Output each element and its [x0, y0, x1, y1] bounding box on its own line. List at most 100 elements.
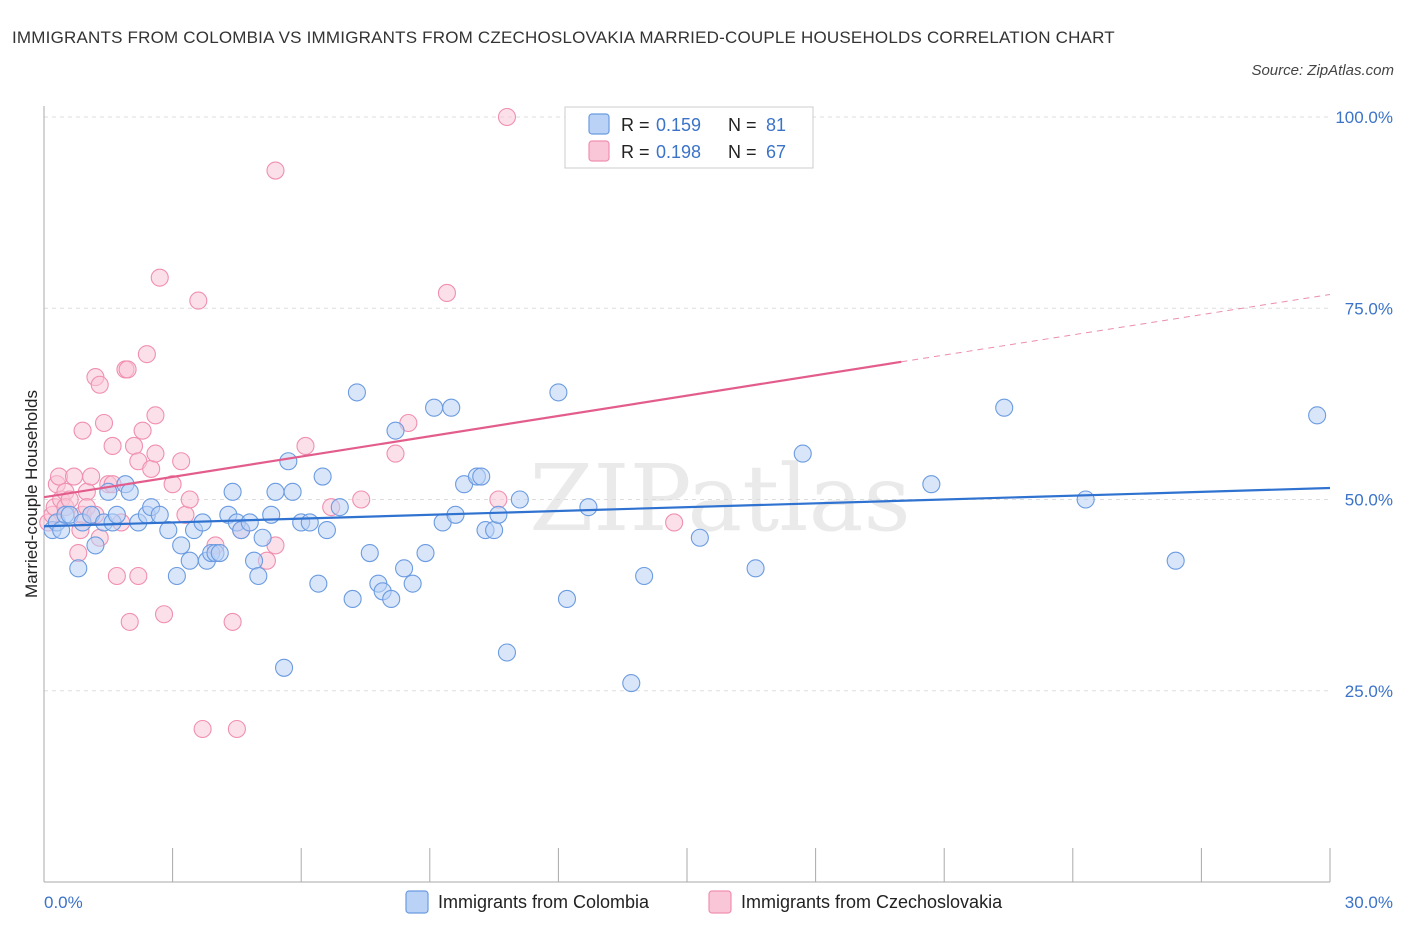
- legend-n-value-colombia: 81: [766, 115, 786, 135]
- colombia-point: [180, 551, 199, 570]
- colombia-point: [120, 482, 139, 501]
- colombia-point: [275, 658, 294, 677]
- colombia-point: [86, 536, 105, 555]
- colombia-point: [1308, 406, 1327, 425]
- czechoslovakia-point: [103, 436, 122, 456]
- colombia-point: [52, 521, 71, 540]
- y-tick-label: 50.0%: [1345, 491, 1393, 510]
- czechoslovakia-point: [146, 406, 165, 425]
- czechoslovakia-point: [296, 436, 315, 456]
- czechoslovakia-point: [150, 268, 169, 287]
- czechoslovakia-point: [94, 413, 114, 433]
- colombia-point: [360, 543, 379, 563]
- colombia-point: [425, 398, 444, 417]
- series-legend-swatch-czechoslovakia: [708, 890, 732, 914]
- colombia-point: [485, 521, 504, 540]
- legend-n-value-czechoslovakia: 67: [766, 142, 786, 162]
- czechoslovakia-point: [129, 566, 148, 586]
- czechoslovakia-points: [39, 107, 684, 739]
- legend-n-label-czechoslovakia: N =: [728, 142, 757, 162]
- colombia-point: [300, 513, 319, 532]
- colombia-point: [635, 566, 654, 586]
- colombia-point: [510, 490, 529, 509]
- trend-line-czechoslovakia-extension: [901, 293, 1331, 363]
- colombia-point: [489, 505, 508, 524]
- czechoslovakia-point: [137, 345, 156, 364]
- colombia-point: [472, 467, 491, 486]
- colombia-point: [416, 543, 435, 563]
- colombia-point: [210, 543, 229, 563]
- czechoslovakia-point: [146, 444, 165, 463]
- legend-n-label-colombia: N =: [728, 115, 757, 135]
- czechoslovakia-point: [69, 543, 88, 563]
- watermark: ZIPatlas: [529, 445, 910, 552]
- colombia-point: [347, 383, 366, 402]
- czechoslovakia-point: [154, 605, 174, 624]
- czechoslovakia-point: [193, 719, 212, 739]
- colombia-point: [386, 421, 405, 440]
- colombia-point: [240, 513, 259, 532]
- colombia-point: [793, 444, 812, 463]
- czechoslovakia-point: [497, 107, 517, 127]
- colombia-point: [403, 574, 422, 593]
- czechoslovakia-point: [49, 467, 69, 486]
- colombia-point: [150, 505, 169, 524]
- czechoslovakia-point: [172, 452, 191, 471]
- colombia-point: [253, 528, 272, 547]
- czechoslovakia-point: [665, 513, 684, 532]
- colombia-point: [279, 452, 298, 471]
- colombia-point: [995, 398, 1014, 417]
- colombia-point: [746, 559, 765, 578]
- czechoslovakia-point: [437, 283, 456, 303]
- czechoslovakia-point: [189, 291, 208, 310]
- czechoslovakia-point: [73, 421, 92, 440]
- colombia-point: [343, 589, 362, 609]
- colombia-point: [167, 566, 186, 586]
- legend-swatch-colombia: [588, 113, 610, 135]
- colombia-point: [266, 482, 285, 501]
- y-tick-labels: 100.0% 75.0% 50.0% 25.0%: [1335, 108, 1393, 701]
- y-tick-label: 75.0%: [1345, 299, 1393, 318]
- x-ticks: [43, 848, 1331, 882]
- colombia-point: [1166, 551, 1185, 570]
- czechoslovakia-point: [90, 375, 109, 394]
- colombia-point: [557, 589, 577, 609]
- czechoslovakia-point: [120, 612, 139, 631]
- legend-swatch-czechoslovakia: [588, 140, 610, 162]
- colombia-point: [172, 536, 191, 555]
- trend-lines: [43, 293, 1331, 528]
- trend-line-colombia: [43, 486, 1331, 528]
- czechoslovakia-point: [133, 421, 152, 440]
- colombia-point: [330, 498, 349, 517]
- colombia-point: [317, 521, 336, 540]
- czechoslovakia-point: [176, 505, 195, 524]
- czechoslovakia-point: [223, 612, 242, 631]
- colombia-point: [622, 674, 641, 693]
- x-tick-label-max: 30.0%: [1345, 893, 1393, 912]
- colombia-point: [69, 559, 88, 578]
- y-tick-label: 25.0%: [1345, 682, 1393, 701]
- gridlines: [44, 116, 1330, 692]
- czechoslovakia-point: [118, 360, 137, 379]
- series-legend-label-colombia: Immigrants from Colombia: [438, 892, 650, 912]
- y-axis-label: Married-couple Households: [22, 390, 41, 598]
- colombia-point: [442, 398, 461, 417]
- colombia-point: [922, 475, 941, 494]
- colombia-point: [1076, 490, 1095, 509]
- colombia-point: [159, 521, 178, 540]
- series-legend-swatch-colombia: [405, 890, 429, 914]
- colombia-point: [309, 574, 328, 593]
- czechoslovakia-point: [266, 161, 285, 180]
- czechoslovakia-point: [107, 566, 126, 586]
- colombia-point: [690, 528, 709, 547]
- colombia-point: [244, 551, 264, 570]
- czechoslovakia-point: [124, 436, 144, 456]
- x-tick-label-min: 0.0%: [44, 893, 83, 912]
- legend-r-value-colombia: 0.159: [656, 115, 701, 135]
- czechoslovakia-point: [82, 467, 101, 486]
- czechoslovakia-point: [64, 467, 84, 486]
- stats-legend: R = 0.159 N = 81 R = 0.198 N = 67: [564, 106, 814, 169]
- colombia-point: [382, 589, 401, 609]
- legend-r-label-colombia: R =: [621, 115, 650, 135]
